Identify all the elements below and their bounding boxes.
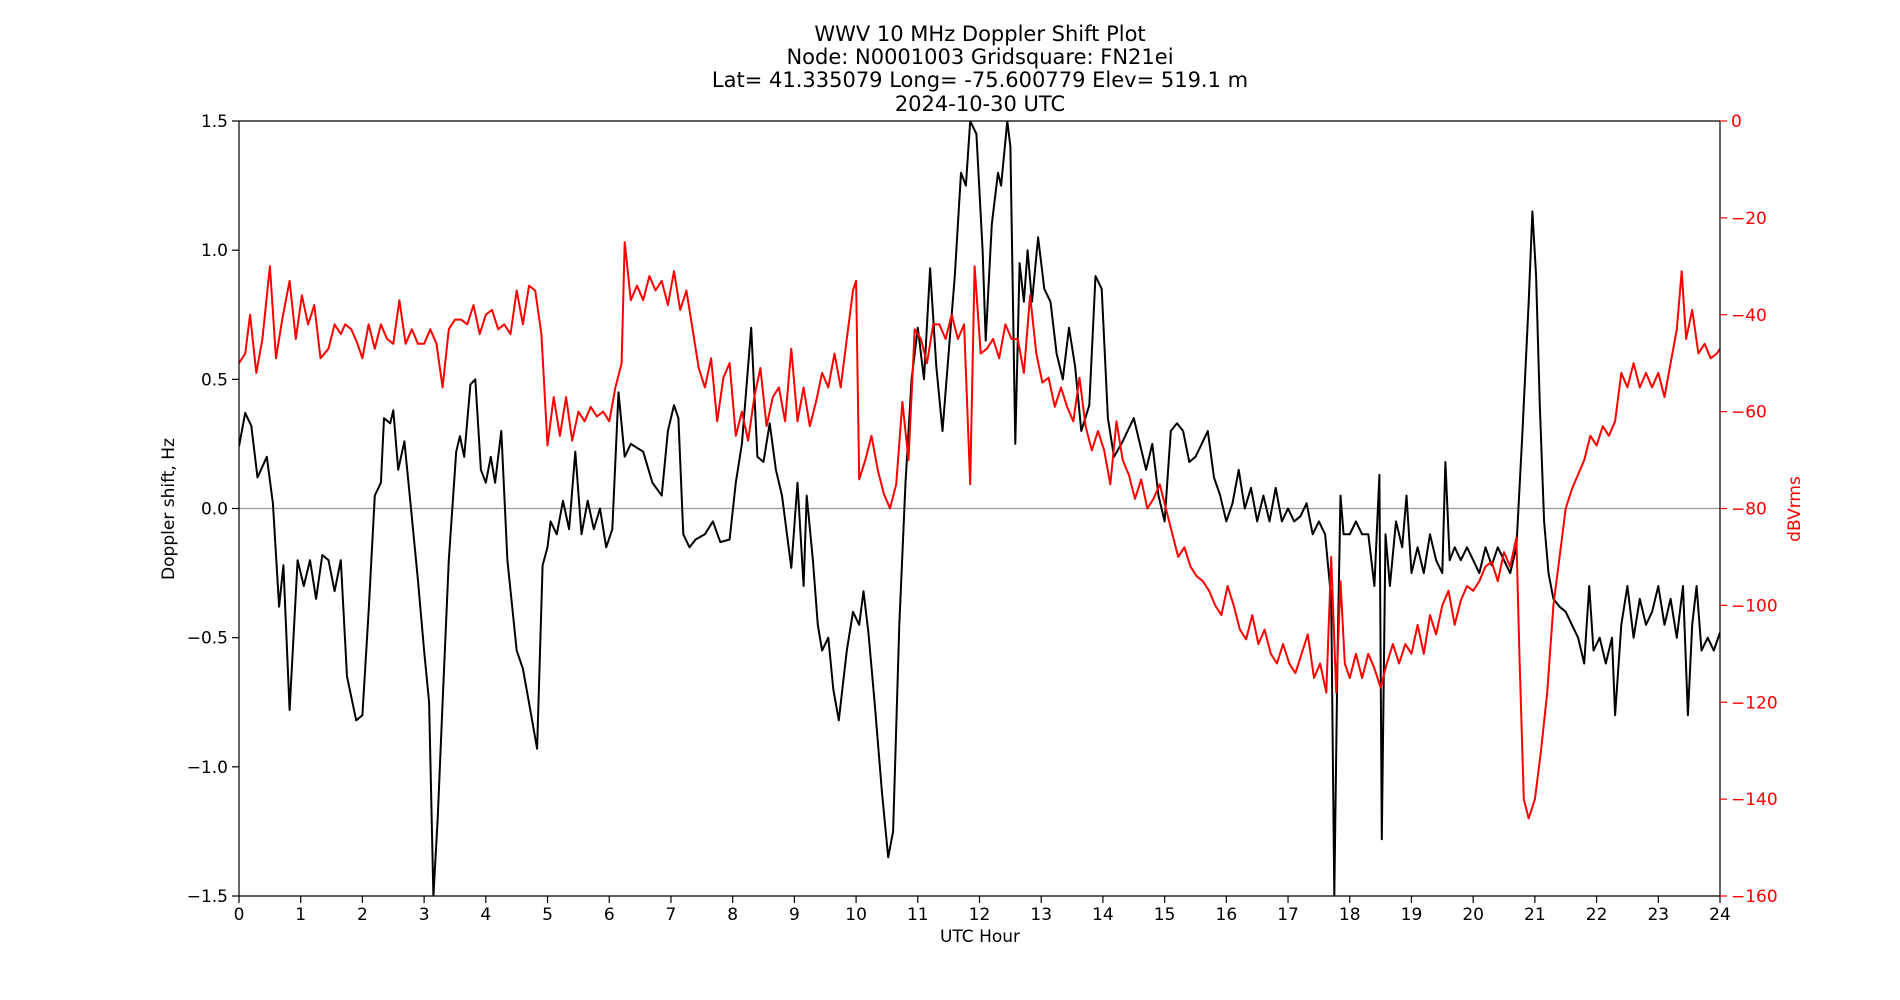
x-tick-label: 14 (1092, 905, 1114, 925)
y-right-tick-label: −100 (1731, 596, 1778, 616)
x-tick-label: 24 (1709, 905, 1731, 925)
y-left-tick-label: −1.0 (187, 758, 228, 778)
y-right-tick-label: −40 (1731, 306, 1767, 326)
doppler-series-line (239, 121, 1720, 896)
x-tick-label: 5 (542, 905, 553, 925)
y-left-tick-label: −1.5 (187, 887, 228, 907)
plot-area: 0 1 2 3 4 5 6 7 8 9 10 11 12 13 14 15 16 17 18 19 20 21 22 23 24… (187, 112, 1778, 925)
y-axis-right-label: dBVrms (1785, 476, 1805, 542)
x-tick-label: 21 (1524, 905, 1546, 925)
x-tick-label: 19 (1401, 905, 1423, 925)
y-right-tick-label: −80 (1731, 500, 1767, 520)
y-right-tick-label: −20 (1731, 209, 1767, 229)
x-tick-label: 2 (357, 905, 368, 925)
y-right-tick-label: 0 (1731, 112, 1742, 132)
x-tick-label: 0 (234, 905, 245, 925)
x-tick-label: 4 (480, 905, 491, 925)
x-tick-label: 13 (1030, 905, 1052, 925)
y-right-tick-label: −160 (1731, 887, 1778, 907)
x-tick-label: 8 (727, 905, 738, 925)
y-left-tick-label: −0.5 (187, 629, 228, 649)
x-tick-label: 11 (907, 905, 929, 925)
x-tick-label: 23 (1647, 905, 1669, 925)
x-tick-label: 9 (789, 905, 800, 925)
x-tick-label: 18 (1339, 905, 1361, 925)
chart-title-line-4: 2024-10-30 UTC (895, 92, 1065, 116)
chart-title-line-1: WWV 10 MHz Doppler Shift Plot (814, 22, 1145, 46)
x-tick-label: 22 (1586, 905, 1608, 925)
y-left-tick-label: 0.0 (201, 500, 228, 520)
x-axis-label: UTC Hour (940, 927, 1020, 947)
x-tick-label: 7 (666, 905, 677, 925)
x-tick-label: 3 (419, 905, 430, 925)
x-tick-label: 10 (845, 905, 867, 925)
x-tick-label: 6 (604, 905, 615, 925)
x-tick-label: 12 (969, 905, 991, 925)
y-left-tick-label: 0.5 (201, 370, 228, 390)
x-tick-label: 16 (1216, 905, 1238, 925)
y-right-tick-label: −60 (1731, 403, 1767, 423)
chart-title-line-2: Node: N0001003 Gridsquare: FN21ei (786, 45, 1173, 69)
y-right-tick-label: −140 (1731, 790, 1778, 810)
x-tick-label: 15 (1154, 905, 1176, 925)
x-tick-label: 1 (295, 905, 306, 925)
power-series-line (239, 241, 1720, 820)
x-tick-label: 20 (1462, 905, 1484, 925)
y-left-tick-label: 1.0 (201, 241, 228, 261)
x-tick-label: 17 (1277, 905, 1299, 925)
y-right-tick-label: −120 (1731, 693, 1778, 713)
chart-title-line-3: Lat= 41.335079 Long= -75.600779 Elev= 51… (712, 68, 1248, 92)
y-left-tick-label: 1.5 (201, 112, 228, 132)
y-axis-left-label: Doppler shift, Hz (159, 438, 179, 580)
